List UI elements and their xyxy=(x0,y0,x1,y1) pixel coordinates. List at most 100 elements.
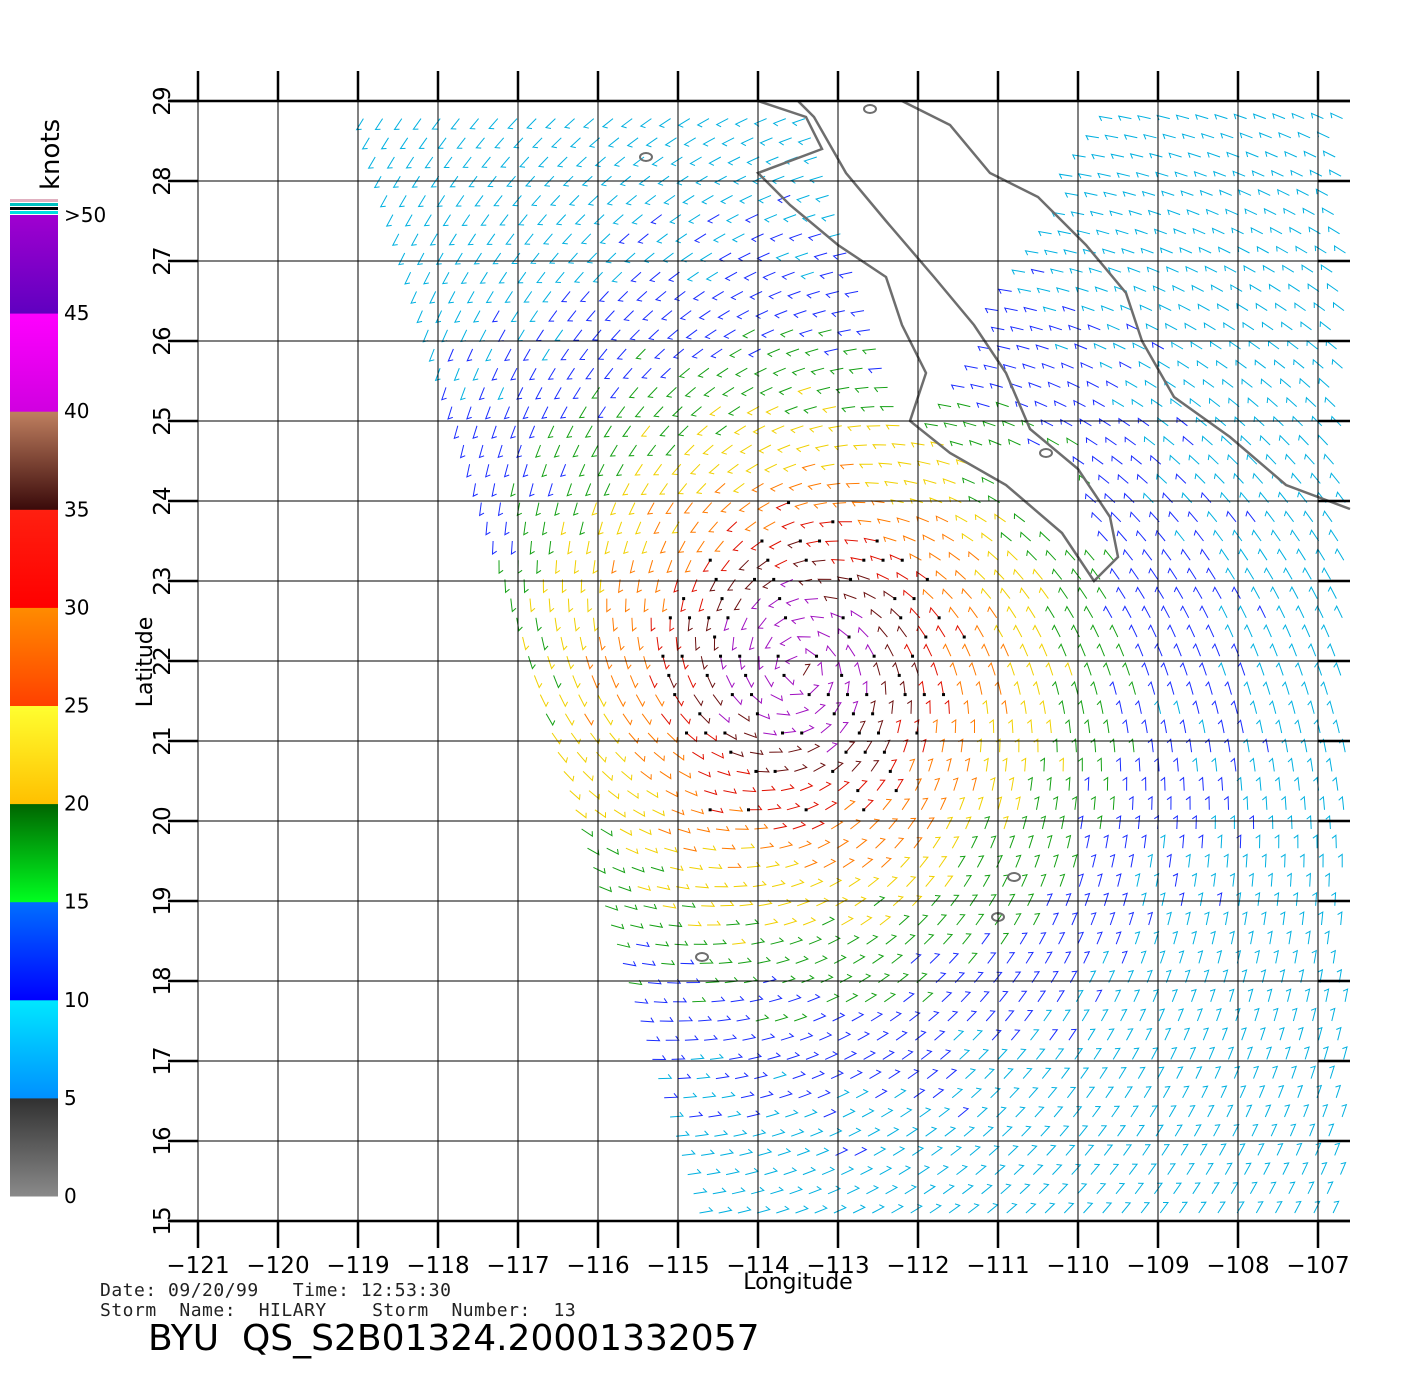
wind-barb xyxy=(1051,568,1063,580)
wind-barb xyxy=(860,406,875,412)
wind-barb xyxy=(872,444,887,450)
wind-barb xyxy=(860,915,873,926)
wind-barb xyxy=(984,1068,995,1079)
wind-barb xyxy=(792,821,807,830)
wind-barb xyxy=(691,579,698,593)
wind-barb xyxy=(472,483,478,498)
wind-barb xyxy=(1022,1067,1033,1079)
wind-barb xyxy=(795,706,810,715)
wind-barb xyxy=(1331,358,1343,369)
wind-barb xyxy=(585,367,595,380)
wind-barb xyxy=(523,521,529,536)
wind-barb xyxy=(817,329,832,337)
wind-barb xyxy=(1074,1048,1084,1060)
wind-barb xyxy=(1026,662,1035,676)
wind-barb xyxy=(1158,1008,1166,1022)
wind-barb xyxy=(1282,623,1292,638)
wind-barb xyxy=(1109,911,1116,926)
wind-barb xyxy=(1249,1181,1258,1195)
wind-barb xyxy=(610,675,620,689)
wind-barb xyxy=(855,329,870,336)
wind-barb xyxy=(1084,549,1095,561)
wind-barb xyxy=(846,425,862,432)
rain-flag xyxy=(755,712,759,716)
wind-barb xyxy=(1326,282,1339,292)
wind-barb xyxy=(1128,210,1142,216)
wind-barb xyxy=(964,365,978,371)
wind-barb xyxy=(580,233,592,245)
wind-barb xyxy=(879,406,894,411)
wind-barb xyxy=(535,502,541,517)
wind-barb xyxy=(767,1052,782,1060)
rain-flag xyxy=(685,731,689,735)
wind-barb xyxy=(824,540,839,546)
wind-barb xyxy=(428,348,435,362)
wind-barb xyxy=(1315,188,1329,196)
wind-barb xyxy=(1025,951,1034,964)
wind-barb xyxy=(652,463,663,476)
wind-barb xyxy=(699,252,713,263)
wind-barb xyxy=(1003,1068,1014,1079)
wind-barb xyxy=(1087,324,1101,331)
wind-barb xyxy=(929,497,943,504)
wind-barb xyxy=(940,797,947,811)
wind-barb xyxy=(993,624,1004,638)
wind-barb xyxy=(1336,1026,1342,1041)
wind-barb xyxy=(517,560,523,575)
wind-barb xyxy=(1210,930,1216,945)
wind-barb xyxy=(671,1054,686,1060)
wind-barb xyxy=(1199,1143,1208,1156)
wind-barb xyxy=(774,310,788,319)
wind-barb xyxy=(1052,912,1060,926)
wind-barb xyxy=(504,579,510,594)
wind-barb xyxy=(1199,548,1210,561)
wind-barb xyxy=(1318,911,1324,926)
wind-barb xyxy=(613,156,626,167)
wind-barb xyxy=(1315,1142,1322,1156)
wind-barb xyxy=(785,348,800,357)
wind-barb xyxy=(794,502,808,510)
wind-barb xyxy=(670,865,684,872)
rain-flag xyxy=(661,654,665,658)
wind-barb xyxy=(888,818,899,830)
wind-barb xyxy=(855,1089,869,1099)
wind-barb xyxy=(1132,342,1145,350)
wind-barb xyxy=(943,933,954,945)
wind-barb xyxy=(1163,435,1175,446)
wind-barb xyxy=(665,790,679,798)
wind-barb xyxy=(659,540,667,554)
rain-flag xyxy=(714,577,718,581)
x-tick-label: −115 xyxy=(646,1253,709,1279)
colorbar-band xyxy=(10,803,58,903)
wind-barb xyxy=(480,214,490,226)
wind-barb xyxy=(392,175,401,188)
colorbar-tick-label: >50 xyxy=(64,203,106,227)
wind-barb xyxy=(932,719,938,734)
wind-barb xyxy=(1110,153,1125,159)
rain-flag xyxy=(784,616,788,620)
wind-barb xyxy=(1124,436,1136,446)
wind-barb xyxy=(983,364,998,370)
wind-barb xyxy=(971,1087,983,1099)
wind-barb xyxy=(1005,1010,1015,1022)
wind-barb xyxy=(1323,988,1330,1002)
wind-barb xyxy=(1224,265,1237,273)
wind-barb xyxy=(1275,662,1284,676)
wind-barb xyxy=(1279,969,1286,983)
wind-barb xyxy=(914,1030,927,1041)
wind-barb xyxy=(1223,321,1235,331)
wind-barb xyxy=(1197,303,1210,312)
wind-barb xyxy=(622,713,633,726)
wind-barb xyxy=(647,732,659,744)
wind-barb xyxy=(545,713,556,727)
wind-barb xyxy=(695,883,710,889)
wind-barb xyxy=(593,866,606,874)
wind-barb xyxy=(848,877,861,888)
wind-barb xyxy=(435,310,443,324)
wind-barb xyxy=(418,137,428,149)
rain-flag xyxy=(924,635,928,639)
wind-barb xyxy=(729,806,744,812)
wind-barb xyxy=(904,1184,917,1195)
wind-barb xyxy=(995,401,1009,408)
wind-barb xyxy=(1263,567,1274,580)
